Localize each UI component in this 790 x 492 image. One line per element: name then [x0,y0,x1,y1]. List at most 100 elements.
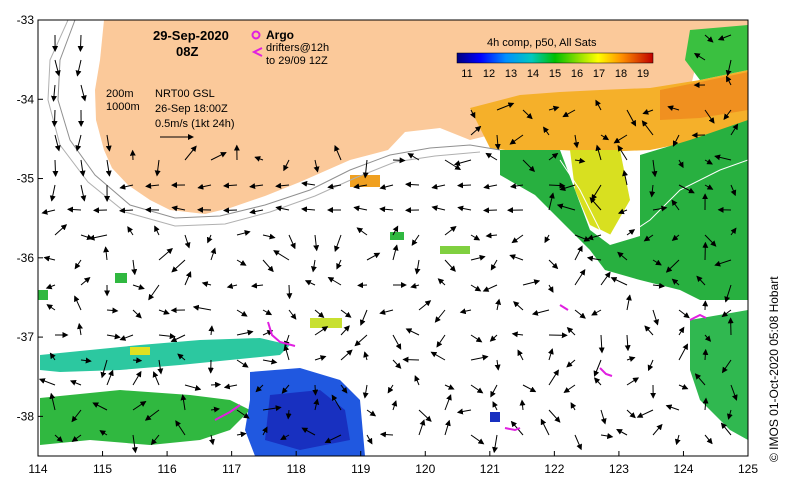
current-arrow-icon [80,184,87,202]
current-arrow-icon [511,234,524,244]
current-arrow-icon [548,369,559,386]
current-arrow-icon [145,182,160,189]
current-arrow-icon [624,334,631,352]
current-arrow-icon [356,227,368,236]
current-arrow-icon [548,259,559,270]
current-arrow-icon [704,34,714,43]
current-arrow-icon [544,234,551,244]
current-arrow-icon [667,105,680,112]
current-arrow-icon [444,159,462,171]
current-arrow-icon [431,205,446,212]
current-arrow-icon [616,429,628,436]
current-arrow-icon [418,419,426,436]
sst-yellow-tongue [570,150,630,235]
current-arrow-icon [236,329,254,336]
current-arrow-icon [310,259,317,273]
current-arrow-icon [223,207,238,214]
current-arrow-icon [714,154,732,161]
current-arrow-icon [540,418,550,436]
current-arrow-icon [470,354,489,361]
current-arrow-icon [721,359,732,374]
y-tick-label: -34 [17,92,35,106]
current-arrow-icon [236,259,247,266]
current-arrow-icon [626,409,636,419]
current-arrow-icon [470,384,484,394]
current-arrow-icon [255,384,264,393]
current-arrow-icon [678,159,684,169]
current-arrow-icon [283,159,290,172]
drifter-track [599,367,613,377]
current-arrow-icon [314,309,325,318]
current-arrow-icon [54,224,68,236]
current-arrow-icon [626,356,636,362]
current-arrow-icon [132,284,145,290]
y-tick-label: -35 [17,172,35,186]
current-arrow-icon [459,308,472,315]
current-arrow-icon [392,359,402,369]
current-arrow-icon [45,283,56,290]
scale-label: 0.5m/s (1kt 24h) [155,118,234,130]
current-arrow-icon [75,134,82,152]
current-arrow-icon [595,99,602,111]
current-arrow-icon [696,275,706,286]
current-arrow-icon [236,230,251,236]
current-arrow-icon [444,225,457,236]
current-arrow-icon [210,381,222,388]
current-arrow-icon [340,309,352,318]
current-arrow-icon [54,59,61,77]
current-arrow-icon [694,373,706,386]
current-arrow-icon [482,284,498,292]
current-arrow-icon [678,383,689,390]
current-arrow-icon [80,276,91,286]
x-tick-label: 120 [415,462,435,476]
current-arrow-icon [379,431,394,438]
sst-patch [115,273,127,283]
current-arrow-icon [556,203,576,211]
current-arrow-icon [562,109,576,118]
current-arrow-icon [281,384,290,394]
colorbar-title: 4h comp, p50, All Sats [487,37,597,49]
current-arrow-icon [340,384,348,394]
current-arrow-icon [430,351,446,361]
sst-patch [38,290,48,300]
current-arrow-icon [617,208,628,215]
current-arrow-icon [610,277,628,286]
current-arrow-icon [273,250,290,261]
colorbar-tick-label: 17 [593,68,605,80]
current-arrow-icon [570,402,577,411]
current-arrow-icon [671,278,680,286]
current-arrow-icon [88,234,108,241]
current-arrow-icon [665,404,680,411]
current-arrow-icon [392,225,399,236]
colorbar [456,52,654,64]
current-arrow-icon [336,259,342,270]
current-arrow-icon [154,225,160,236]
current-arrow-icon [54,434,63,443]
current-arrow-icon [470,234,481,241]
sst-patch [440,246,470,254]
current-arrow-icon [444,394,452,411]
current-arrow-icon [704,158,713,165]
current-arrow-icon [593,377,602,386]
current-arrow-icon [591,309,602,316]
current-arrow-icon [71,434,82,442]
current-arrow-icon [366,409,377,417]
current-arrow-icon [510,183,524,189]
current-arrow-icon [636,409,654,418]
current-arrow-icon [726,409,733,420]
current-arrow-icon [49,352,56,361]
current-arrow-icon [132,357,143,364]
colorbar-tick-label: 13 [505,68,517,80]
current-arrow-icon [340,325,350,336]
current-arrow-icon [563,384,576,393]
sst-patch [490,412,500,422]
current-arrow-icon [314,355,327,361]
current-arrow-icon [509,254,524,261]
x-tick-label: 116 [158,462,177,476]
current-arrow-icon [226,283,238,289]
current-arrow-icon [704,109,715,124]
current-arrow-icon [67,206,82,213]
current-arrow-icon [622,169,628,186]
current-arrow-icon [77,322,83,336]
